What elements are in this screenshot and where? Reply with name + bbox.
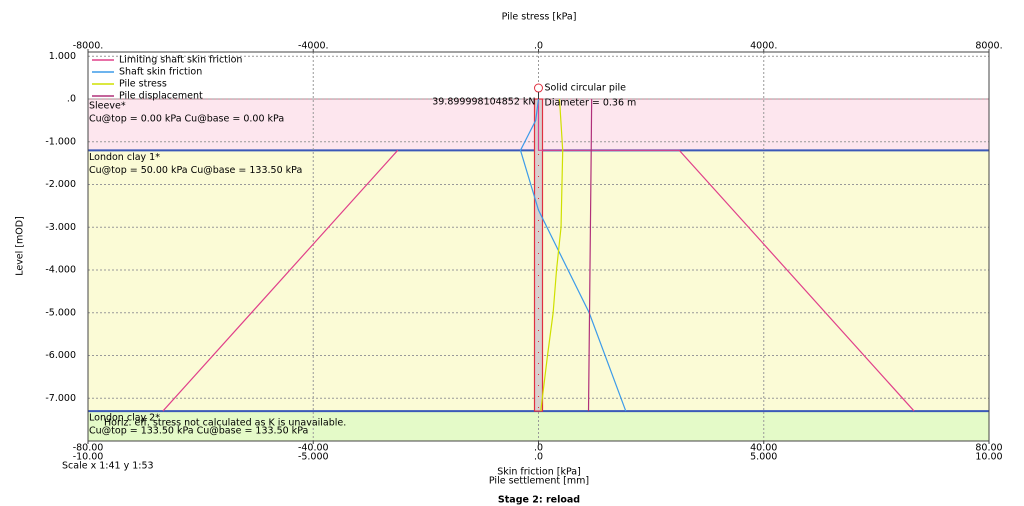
y-tick-label: .0 xyxy=(67,94,76,105)
legend-label: Limiting shaft skin friction xyxy=(119,55,242,66)
y-tick-label: -5.000 xyxy=(45,307,76,318)
layer-name: London clay 2* xyxy=(89,413,160,424)
layer-properties: Cu@top = 0.00 kPa Cu@base = 0.00 kPa xyxy=(89,114,284,125)
x-tick-label: -80.00 xyxy=(73,443,104,454)
legend-label: Pile displacement xyxy=(119,91,203,102)
pile-load: 39.899998104852 kN xyxy=(432,97,535,108)
x-tick-label: 40.00 xyxy=(750,443,777,454)
top-tick-label: -4000. xyxy=(298,41,329,52)
layer-properties: Cu@top = 50.00 kPa Cu@base = 133.50 kPa xyxy=(89,165,302,176)
x3-tick-label: -10.00 xyxy=(73,452,104,463)
x-tick-label: -40.00 xyxy=(298,443,329,454)
y-tick-label: -7.000 xyxy=(45,393,76,404)
top-tick-label: 4000. xyxy=(750,41,777,52)
series-line xyxy=(540,98,564,412)
layer-name: London clay 1* xyxy=(89,152,160,163)
top-axis-title: Pile stress [kPa] xyxy=(502,12,577,23)
plot-frame xyxy=(87,51,990,442)
layer-properties: Cu@top = 133.50 kPa Cu@base = 133.50 kPa xyxy=(89,426,308,437)
x3-tick-label: -5.000 xyxy=(298,452,329,463)
scale-note: Scale x 1:41 y 1:53 xyxy=(62,461,154,472)
layer-note: Horiz. eff. stress not calculated as K i… xyxy=(104,418,346,429)
x3-tick-label: 10.00 xyxy=(975,452,1002,463)
layer-name: Sleeve* xyxy=(89,101,126,112)
pile-diameter: Diameter = 0.36 m xyxy=(545,98,637,109)
top-tick-label: 8000. xyxy=(975,41,1002,52)
legend-label: Shaft skin friction xyxy=(119,67,202,78)
x-tick-label: 80.00 xyxy=(975,443,1002,454)
y-tick-label: -3.000 xyxy=(45,222,76,233)
legend-label: Pile stress xyxy=(119,79,167,90)
top-tick-label: .0 xyxy=(534,41,543,52)
y-axis-title: Level [mOD] xyxy=(15,216,26,276)
labels: 1.000 .0 -1.000 -2.000 -3.000 -4.000 -5.000 -6.… xyxy=(45,41,1002,463)
y-tick-label: 1.000 xyxy=(49,51,76,62)
y-tick-label: -6.000 xyxy=(45,350,76,361)
pile-head xyxy=(534,83,543,93)
x-tick-label: .0 xyxy=(534,443,543,454)
stage-label: Stage 2: reload xyxy=(498,495,580,506)
top-tick-label: -8000. xyxy=(73,41,104,52)
series-lines xyxy=(162,83,915,412)
pile-label: Solid circular pile xyxy=(545,83,627,94)
x3-tick-label: 5.000 xyxy=(750,452,777,463)
x3-axis-title: Pile settlement [mm] xyxy=(489,476,589,487)
series-line xyxy=(519,98,627,412)
series-line xyxy=(162,99,915,412)
x-axis-title: Skin friction [kPa] xyxy=(497,467,581,478)
series-line xyxy=(587,99,593,412)
x3-tick-label: .0 xyxy=(534,452,543,463)
y-tick-label: -1.000 xyxy=(45,136,76,147)
y-tick-label: -2.000 xyxy=(45,179,76,190)
y-tick-label: -4.000 xyxy=(45,265,76,276)
